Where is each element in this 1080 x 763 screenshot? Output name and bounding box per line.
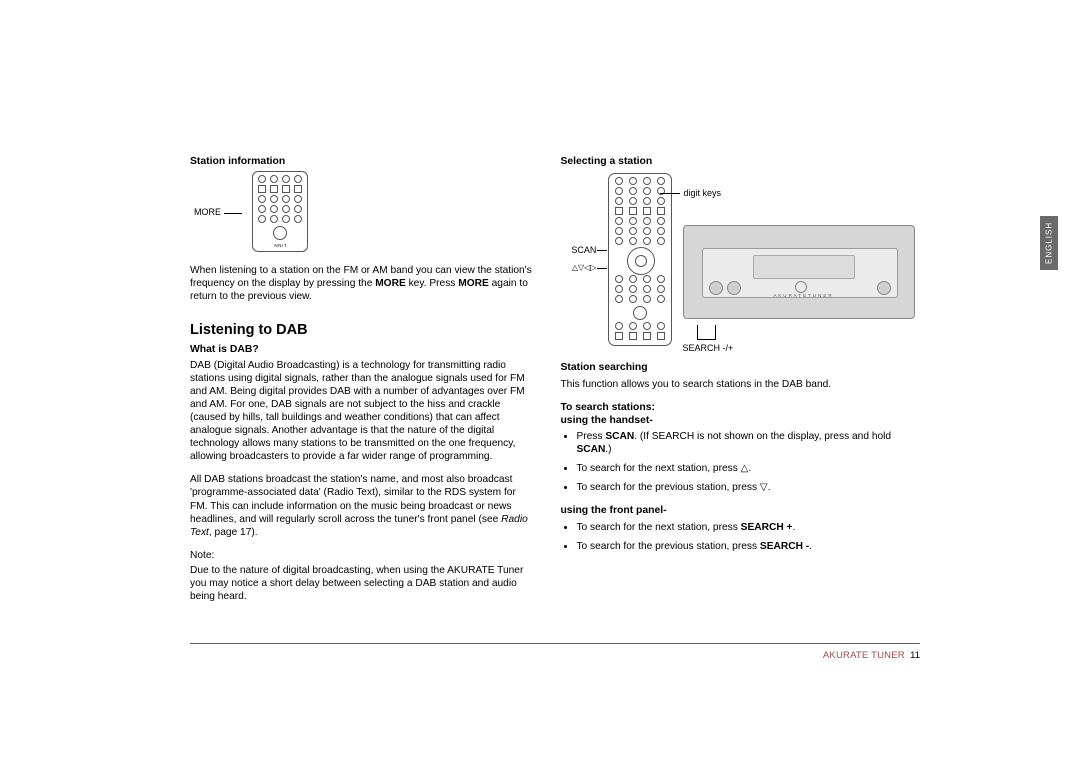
heading-using-front-panel: using the front panel- (560, 504, 920, 517)
para-dab-radiotext: All DAB stations broadcast the station's… (190, 473, 532, 538)
brand-text: LINN (256, 242, 304, 248)
list-item: Press SCAN. (If SEARCH is not shown on t… (576, 430, 920, 456)
list-handset-steps: Press SCAN. (If SEARCH is not shown on t… (560, 430, 920, 494)
page-content: Station information MORE LINN When l (190, 155, 920, 613)
heading-to-search: To search stations: (560, 401, 920, 414)
right-column: Selecting a station (560, 155, 920, 613)
para-dab-intro: DAB (Digital Audio Broadcasting) is a te… (190, 359, 532, 463)
left-column: Station information MORE LINN When l (190, 155, 532, 613)
label-digit-keys: digit keys (683, 188, 721, 200)
diagram-remote-more: MORE LINN (194, 171, 532, 252)
remote-illustration-2 (608, 173, 672, 346)
tuner-panel-illustration: A K U R A T E T U N E R (683, 225, 915, 319)
diagram-remote-tuner: digit keys SCAN △▽◁▷ A K U R A T E T U N… (560, 171, 920, 351)
footer-rule (190, 643, 920, 644)
list-item: To search for the previous station, pres… (576, 481, 920, 494)
para-station-info: When listening to a station on the FM or… (190, 264, 532, 303)
language-tab: ENGLISH (1040, 216, 1058, 270)
heading-what-is-dab: What is DAB? (190, 343, 532, 356)
heading-station-info: Station information (190, 155, 532, 168)
linn-logo-icon (633, 306, 647, 320)
para-search-intro: This function allows you to search stati… (560, 378, 920, 391)
note-label: Note: (190, 549, 532, 562)
dpad-icon (627, 247, 653, 273)
heading-using-handset: using the handset- (560, 414, 920, 427)
heading-selecting-station: Selecting a station (560, 155, 920, 168)
heading-listening-dab: Listening to DAB (190, 321, 532, 340)
linn-logo-icon (273, 226, 287, 240)
heading-station-searching: Station searching (560, 361, 920, 374)
label-arrows: △▽◁▷ (560, 263, 596, 273)
list-item: To search for the next station, press SE… (576, 521, 920, 534)
list-item: To search for the next station, press △. (576, 462, 920, 475)
footer-product: AKURATE TUNER (823, 650, 905, 661)
list-frontpanel-steps: To search for the next station, press SE… (560, 521, 920, 553)
label-scan: SCAN (564, 245, 596, 257)
para-note: Due to the nature of digital broadcastin… (190, 564, 532, 603)
list-item: To search for the previous station, pres… (576, 540, 920, 553)
label-more: MORE (194, 207, 221, 219)
footer: AKURATE TUNER 11 (823, 650, 920, 661)
remote-illustration-1: LINN (252, 171, 308, 252)
label-search: SEARCH -/+ (682, 343, 733, 355)
footer-page: 11 (910, 650, 920, 661)
